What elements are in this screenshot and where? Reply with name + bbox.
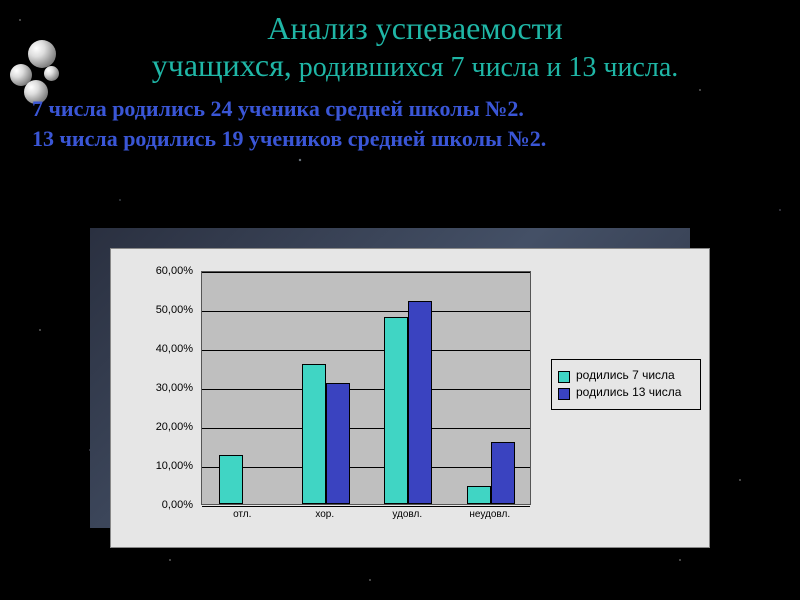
slide-title: Анализ успеваемости учащихся, родившихся… [110,10,720,84]
chart-bar [467,486,491,504]
chart-bar [384,317,408,504]
chart-ytick-label: 40,00% [113,343,193,355]
chart-gridline [202,389,530,390]
chart-ytick-label: 10,00% [113,460,193,472]
chart-xtick-label: хор. [315,509,334,520]
chart-container: родились 7 числа родились 13 числа 0,00% 1… [110,248,710,548]
chart-gridline [202,272,530,273]
title-line-2b: родившихся 7 числа и 13 числа. [292,52,678,83]
chart-legend-item: родились 13 числа [558,386,694,400]
chart-ytick-label: 50,00% [113,304,193,316]
chart-legend-swatch [558,371,570,383]
chart-legend-item: родились 7 числа [558,369,694,383]
chart-legend-label: родились 7 числа [576,369,694,382]
chart-legend: родились 7 числа родились 13 числа [551,359,701,410]
chart-ytick-label: 60,00% [113,265,193,277]
title-line-1: Анализ успеваемости [110,10,720,47]
chart-legend-swatch [558,388,570,400]
chart-panel: родились 7 числа родились 13 числа 0,00% 1… [110,248,710,548]
chart-gridline [202,311,530,312]
chart-gridline [202,506,530,507]
chart-legend-label: родились 13 числа [576,386,694,399]
chart-bar [302,364,326,504]
chart-bar [491,442,515,504]
chart-bar [219,455,243,504]
chart-gridline [202,428,530,429]
chart-bar [408,301,432,504]
intro-line-1: 7 числа родились 24 ученика средней школ… [32,96,768,122]
title-line-2a: учащихся, [152,47,292,83]
intro-line-2: 13 числа родились 19 учеников средней шк… [32,126,768,152]
chart-plot-area [201,271,531,505]
chart-ytick-label: 0,00% [113,499,193,511]
chart-gridline [202,467,530,468]
chart-xtick-label: неудовл. [469,509,510,520]
chart-gridline [202,350,530,351]
chart-xtick-label: отл. [233,509,251,520]
chart-xtick-label: удовл. [392,509,422,520]
chart-bar [326,383,350,504]
chart-ytick-label: 30,00% [113,382,193,394]
chart-ytick-label: 20,00% [113,421,193,433]
